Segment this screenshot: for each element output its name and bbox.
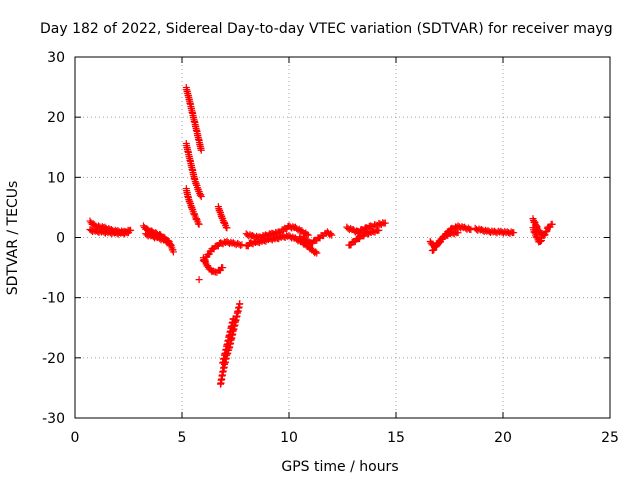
data-series-arc-6.0-4.0 <box>199 238 246 265</box>
x-tick-label: 25 <box>601 430 619 446</box>
data-point-marker <box>169 248 177 256</box>
data-point-marker <box>195 220 203 228</box>
x-axis-label: GPS time / hours <box>281 459 398 475</box>
data-series-arc-21.4-3.0 <box>529 215 556 239</box>
grid-lines <box>75 57 610 418</box>
data-series-arc-0.7-1.2 <box>86 225 132 238</box>
data-series-arc-10.5-0.0 <box>296 228 336 247</box>
data-point-marker <box>454 229 462 237</box>
x-tick-label: 10 <box>280 430 298 446</box>
data-point-marker <box>538 237 546 245</box>
data-series-arc-6.9-21.0 <box>219 315 237 367</box>
data-point-marker <box>238 241 246 249</box>
data-point-marker <box>195 276 203 284</box>
data-series-arc-3.3-0.5 <box>142 230 173 248</box>
data-point-marker <box>219 264 227 272</box>
data-point-marker <box>197 146 205 154</box>
data-points <box>86 83 556 388</box>
data-point-marker <box>536 237 544 245</box>
data-point-marker <box>197 193 205 201</box>
data-point-marker <box>313 249 321 257</box>
chart-title: Day 182 of 2022, Sidereal Day-to-day VTE… <box>40 21 613 37</box>
x-tick-label: 20 <box>494 430 512 446</box>
data-point-marker <box>229 315 237 323</box>
x-tick-label: 0 <box>71 430 80 446</box>
data-series-arc-21.4-1.5 <box>529 224 546 246</box>
y-tick-label: -10 <box>42 291 65 307</box>
y-tick-label: -20 <box>42 351 65 367</box>
axis-ticks: 0 5 10 15 20 25 -30 -20 -10 0 10 20 30 <box>42 50 619 446</box>
y-tick-label: 20 <box>47 110 65 126</box>
data-point-marker <box>381 219 389 227</box>
data-point-marker <box>375 226 383 234</box>
data-point-marker <box>312 248 320 256</box>
data-point-marker <box>236 300 244 308</box>
data-point-marker <box>165 240 173 248</box>
data-point-marker <box>303 230 311 238</box>
plot-frame <box>74 56 611 419</box>
data-point-marker <box>164 238 172 246</box>
data-series-arc-5.2-24.8 <box>182 83 205 154</box>
x-tick-label: 15 <box>387 430 405 446</box>
data-point-marker <box>125 229 132 237</box>
data-point-marker <box>327 230 335 238</box>
data-series-arc-12.8-1.4 <box>345 226 383 249</box>
x-tick-label: 5 <box>178 430 187 446</box>
data-point-marker <box>304 231 312 239</box>
data-series-arc-6.7-5.0 <box>214 203 231 232</box>
data-series-arc-5.2-8.0 <box>182 185 203 228</box>
data-series-arc-16.7-2.3 <box>428 228 462 255</box>
data-series-arc-8.0-0.5 <box>242 222 312 242</box>
data-point-marker <box>548 220 556 228</box>
data-series-arc-5.8-7.0 <box>195 276 203 284</box>
data-point-marker <box>223 224 231 232</box>
y-tick-label: 0 <box>56 231 65 247</box>
y-tick-label: 10 <box>47 170 65 186</box>
data-point-marker <box>510 229 518 237</box>
data-series-arc-18.7-1.4 <box>471 224 518 237</box>
y-tick-label: -30 <box>42 411 65 427</box>
data-series-arc-5.2-15.5 <box>182 139 205 201</box>
data-point-marker <box>328 231 336 239</box>
y-tick-label: 30 <box>47 50 65 66</box>
y-axis-label: SDTVAR / TECUs <box>5 181 21 296</box>
